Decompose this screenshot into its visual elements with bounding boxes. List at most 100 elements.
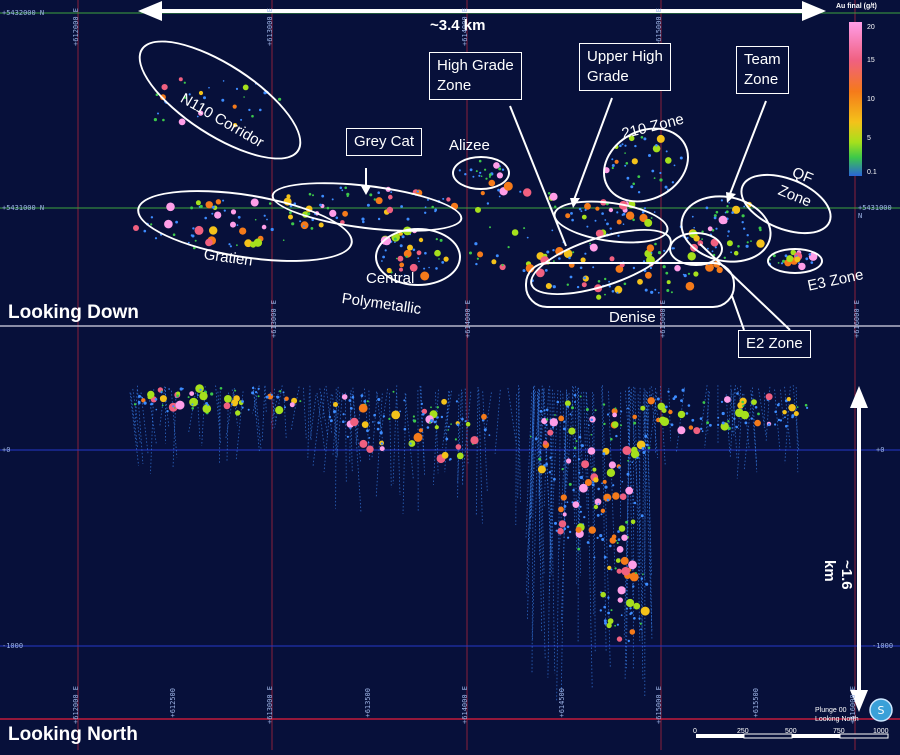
assay-point	[549, 471, 551, 473]
assay-point	[241, 400, 244, 403]
team-label-line1: Team	[744, 50, 781, 70]
assay-point	[368, 442, 370, 444]
easting-label-bottom-1: +612500	[169, 688, 177, 718]
assay-point	[618, 597, 623, 602]
assay-point	[617, 542, 619, 544]
assay-point	[634, 502, 636, 504]
assay-point	[233, 395, 240, 402]
assay-point	[499, 196, 501, 198]
assay-point	[610, 438, 613, 441]
assay-point	[612, 413, 617, 418]
assay-point	[546, 409, 549, 412]
assay-point	[603, 606, 606, 609]
assay-point	[797, 406, 799, 408]
assay-point	[496, 254, 499, 257]
assay-point	[427, 426, 430, 429]
assay-point	[640, 406, 645, 411]
assay-point	[299, 400, 301, 402]
assay-point	[597, 488, 600, 491]
assay-point	[640, 628, 642, 630]
assay-point	[435, 425, 439, 429]
assay-point	[421, 403, 423, 405]
assay-point	[641, 578, 643, 580]
assay-point	[470, 436, 478, 444]
assay-point	[138, 395, 141, 398]
assay-point	[721, 422, 729, 430]
looking-down-title: Looking Down	[8, 302, 139, 324]
assay-point	[543, 409, 545, 411]
assay-point	[572, 489, 574, 491]
assay-point	[367, 400, 369, 402]
assay-point	[580, 476, 583, 479]
assay-point	[777, 404, 780, 407]
assay-point	[437, 416, 439, 418]
assay-point	[702, 430, 704, 432]
assay-point	[620, 411, 622, 413]
assay-point	[626, 608, 628, 610]
assay-point	[255, 391, 257, 393]
assay-point	[638, 617, 640, 619]
assay-point	[366, 446, 373, 453]
assay-point	[450, 423, 452, 425]
assay-point	[359, 404, 368, 413]
assay-point	[172, 405, 174, 407]
assay-point	[271, 394, 273, 396]
assay-point	[474, 242, 477, 245]
assay-point	[545, 463, 548, 466]
assay-point	[329, 416, 331, 418]
assay-point	[578, 458, 580, 460]
assay-point	[603, 423, 605, 425]
assay-point	[381, 442, 383, 444]
assay-point	[598, 503, 600, 505]
assay-point	[567, 405, 569, 407]
assay-point	[150, 403, 153, 406]
assay-point	[481, 414, 487, 420]
assay-point	[581, 460, 589, 468]
assay-point	[567, 537, 569, 539]
assay-point	[588, 447, 596, 455]
assay-point	[688, 404, 691, 407]
assay-point	[774, 411, 777, 414]
assay-point	[523, 188, 531, 196]
assay-point	[441, 416, 443, 418]
easting-label-bottom-7: +615500	[752, 688, 760, 718]
assay-point	[754, 420, 761, 427]
assay-point	[569, 531, 571, 533]
assay-point	[588, 424, 590, 426]
assay-point	[449, 458, 451, 460]
assay-point	[616, 558, 621, 563]
assay-point	[195, 384, 204, 393]
legend-tick-15: 15	[867, 57, 875, 64]
assay-point	[554, 414, 556, 416]
assay-point	[780, 419, 782, 421]
assay-point	[155, 237, 157, 239]
assay-point	[168, 388, 170, 390]
assay-point	[632, 461, 634, 463]
elevation-label-1000: -1000	[2, 642, 23, 650]
assay-point	[419, 428, 423, 432]
assay-point	[599, 534, 602, 537]
assay-point	[279, 390, 281, 392]
upper-high-grade-label: Upper High Grade	[579, 43, 671, 91]
assay-point	[549, 457, 551, 459]
assay-point	[141, 397, 143, 399]
assay-point	[691, 419, 694, 422]
assay-point	[622, 481, 624, 483]
assay-point	[577, 548, 580, 551]
upper-high-label-line2: Grade	[587, 67, 663, 87]
assay-point	[563, 428, 566, 431]
assay-point	[133, 225, 139, 231]
assay-point	[191, 407, 194, 410]
assay-point	[678, 411, 685, 418]
northing-label-mid: +5431000 N	[2, 204, 44, 212]
assay-point	[550, 418, 558, 426]
assay-point	[343, 413, 345, 415]
assay-point	[778, 419, 780, 421]
assay-point	[633, 603, 640, 610]
assay-point	[617, 624, 619, 626]
central-label-line1: Central	[366, 270, 414, 287]
assay-point	[252, 387, 254, 389]
upper-high-label-line1: Upper High	[587, 47, 663, 67]
assay-point	[741, 401, 744, 404]
assay-point	[733, 418, 735, 420]
